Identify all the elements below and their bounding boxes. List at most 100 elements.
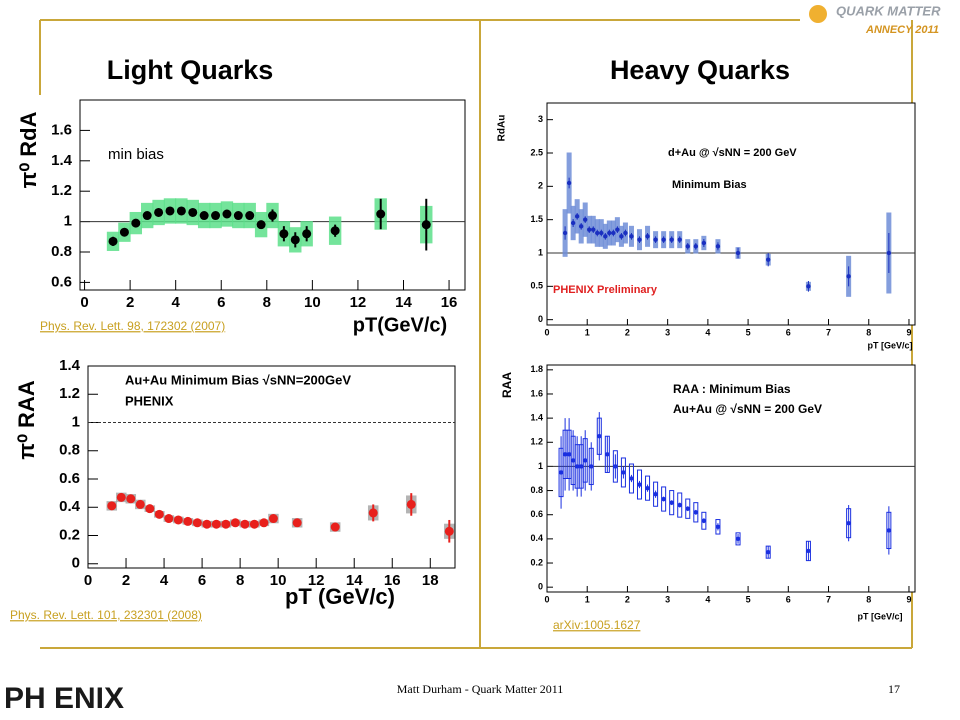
x-tick-label: 18 — [422, 572, 439, 589]
data-point — [607, 230, 612, 236]
y-axis-label: π⁰ RdA — [16, 111, 41, 188]
data-point — [735, 250, 741, 256]
x-tick-label: 2 — [126, 294, 134, 311]
data-point — [693, 510, 699, 515]
chart: 0 0.5 1 1.5 2 2.5 3 0 1 2 3 4 5 6 7 8 9 pT [GeV/c] RdAu d+A… — [497, 102, 916, 350]
x-tick-label: 5 — [746, 327, 751, 337]
y-tick-label: 0.4 — [530, 533, 543, 543]
x-tick-label: 2 — [625, 594, 630, 604]
reference-link[interactable]: Phys. Rev. Lett. 101, 232301 (2008) — [10, 608, 202, 622]
footer: Matt Durham - Quark Matter 2011 — [397, 682, 564, 696]
data-point — [623, 230, 628, 236]
data-point — [578, 464, 584, 469]
data-point — [701, 518, 707, 523]
y-tick-label: 0.6 — [530, 509, 543, 519]
data-point — [211, 519, 221, 529]
data-point — [886, 528, 892, 533]
data-point — [583, 217, 588, 222]
y-tick-label: 1.8 — [530, 364, 543, 374]
data-point — [766, 549, 771, 555]
data-point — [621, 470, 626, 475]
annotation: min bias — [108, 146, 164, 163]
data-point — [570, 458, 576, 463]
x-axis-label: pT(GeV/c) — [353, 314, 447, 336]
y-tick-label: 0.2 — [59, 526, 80, 543]
x-tick-label: 7 — [826, 594, 831, 604]
y-tick-label: 1.2 — [59, 385, 80, 402]
reference-link[interactable]: arXiv:1005.1627 — [553, 618, 641, 632]
data-point — [653, 491, 658, 497]
chart: 0 0.2 0.4 0.6 0.8 1 1.2 1.4 1.6 1.8 0 1 2 3 4 5 6 7 8 9 pT [… — [500, 364, 916, 621]
data-point — [199, 211, 209, 221]
x-tick-label: 8 — [866, 594, 871, 604]
chart: 0 0.2 0.4 0.6 0.8 1 1.2 1.4 0 2 4 6 8 10 12 14 16 18 pT (G… — [14, 357, 456, 609]
data-point — [613, 464, 618, 469]
data-point — [183, 516, 193, 526]
x-tick-label: 6 — [198, 572, 206, 589]
y-tick-label: 1.5 — [530, 214, 543, 224]
x-tick-label: 0 — [84, 572, 92, 589]
x-tick-label: 8 — [866, 327, 871, 337]
x-tick-label: 16 — [441, 294, 458, 311]
data-point — [292, 518, 302, 528]
x-tick-label: 4 — [705, 594, 710, 604]
data-point — [108, 236, 118, 246]
data-point — [154, 207, 164, 217]
y-tick-label: 1.4 — [59, 357, 81, 374]
annotation: RAA : Minimum Bias — [673, 382, 791, 396]
logo-bottom: PH ENIX — [4, 682, 124, 715]
data-point — [846, 274, 851, 279]
data-point — [806, 284, 811, 289]
data-point — [637, 237, 642, 242]
x-tick-label: 2 — [122, 572, 130, 589]
data-point — [806, 548, 811, 554]
x-tick-label: 6 — [786, 594, 791, 604]
data-point — [176, 206, 186, 216]
data-point — [230, 518, 240, 528]
y-tick-label: 1 — [72, 413, 80, 430]
data-point — [202, 519, 212, 529]
y-tick-label: 0 — [72, 555, 80, 572]
y-tick-label: 0.8 — [530, 485, 543, 495]
y-tick-label: 0.8 — [59, 442, 80, 459]
data-point — [685, 506, 690, 511]
data-point — [685, 244, 690, 249]
data-point — [597, 434, 602, 439]
data-point — [142, 211, 152, 221]
y-tick-label: 1.2 — [51, 182, 72, 199]
data-point — [669, 500, 674, 505]
x-tick-label: 4 — [160, 572, 169, 589]
plot-frame — [546, 364, 916, 593]
y-tick-label: 1.6 — [530, 388, 543, 398]
annotation: PHENIX Preliminary — [553, 284, 658, 296]
x-tick-label: 6 — [217, 294, 225, 311]
data-point — [245, 211, 255, 221]
data-point — [766, 257, 771, 262]
y-axis-label: π⁰ RAA — [14, 380, 39, 460]
x-tick-label: 6 — [786, 327, 791, 337]
data-point — [574, 214, 580, 219]
logo-sun — [809, 5, 827, 23]
data-point — [145, 504, 155, 514]
x-tick-label: 0 — [80, 294, 88, 311]
x-tick-label: 5 — [746, 594, 751, 604]
data-point — [611, 230, 616, 236]
data-point — [661, 237, 666, 242]
x-tick-label: 2 — [625, 327, 630, 337]
y-tick-label: 2.5 — [530, 147, 543, 157]
y-tick-label: 0 — [538, 582, 543, 592]
data-point — [444, 526, 454, 536]
y-tick-label: 1.6 — [51, 121, 72, 138]
data-point — [715, 244, 721, 249]
data-point — [562, 230, 568, 236]
x-tick-label: 3 — [665, 327, 670, 337]
reference-link[interactable]: Phys. Rev. Lett. 98, 172302 (2007) — [40, 319, 225, 333]
data-point — [603, 234, 608, 239]
data-point — [302, 229, 312, 239]
x-tick-label: 7 — [826, 327, 831, 337]
x-tick-label: 4 — [172, 294, 181, 311]
x-tick-label: 9 — [906, 327, 911, 337]
data-point — [645, 485, 650, 491]
page-number: 17 — [888, 682, 900, 696]
data-point — [135, 499, 145, 509]
